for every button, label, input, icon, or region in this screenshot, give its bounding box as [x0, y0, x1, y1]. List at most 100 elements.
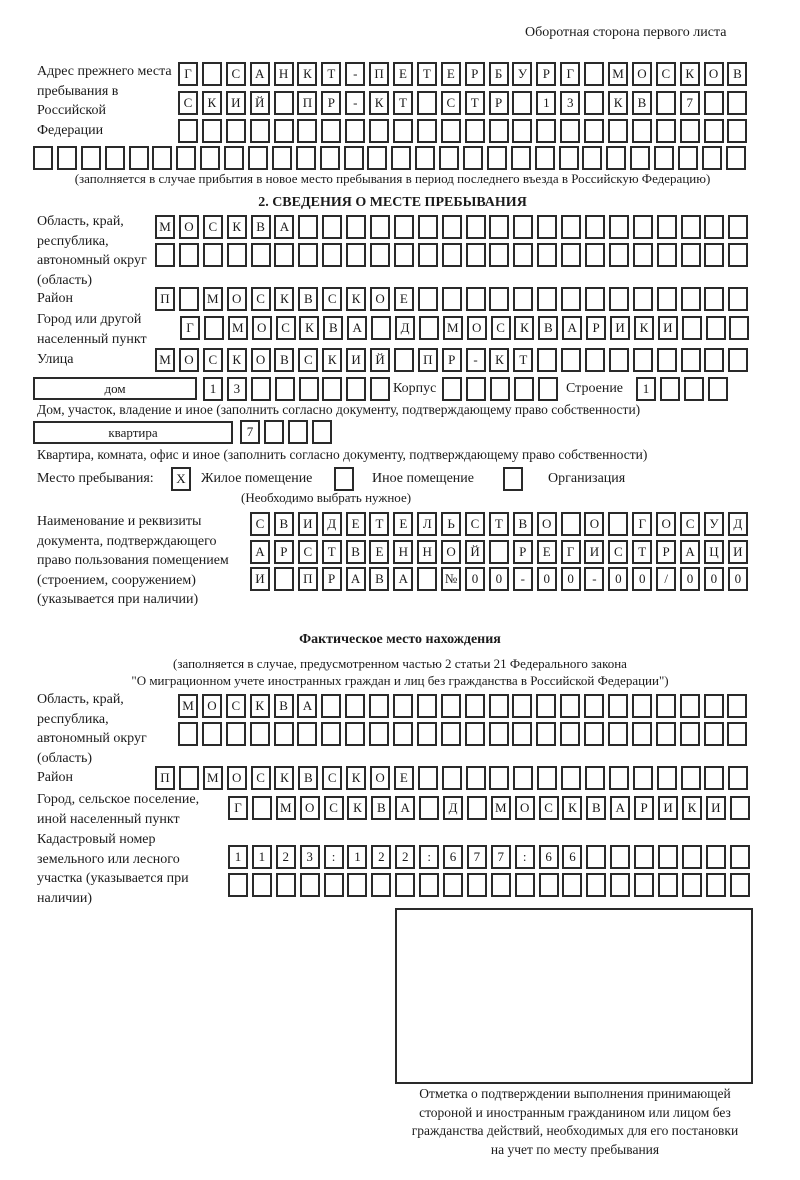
letter-cell[interactable]: И [250, 567, 270, 591]
building-field[interactable]: 1 [636, 377, 732, 401]
letter-cell[interactable]: Т [513, 348, 534, 372]
letter-cell[interactable]: 6 [443, 845, 464, 869]
letter-cell[interactable]: С [465, 512, 486, 536]
letter-cell[interactable] [489, 287, 510, 311]
letter-cell[interactable]: М [178, 694, 198, 718]
letter-cell[interactable] [441, 287, 462, 311]
letter-cell[interactable] [704, 766, 725, 790]
letter-cell[interactable] [464, 722, 485, 746]
letter-cell[interactable] [417, 215, 438, 239]
letter-cell[interactable]: Т [632, 540, 653, 564]
letter-cell[interactable]: С [250, 287, 271, 311]
letter-cell[interactable] [634, 845, 655, 869]
letter-cell[interactable]: 6 [538, 845, 559, 869]
letter-cell[interactable]: В [250, 215, 271, 239]
letter-cell[interactable] [725, 146, 746, 170]
document-row-3[interactable]: И П Р А В А № 0 0-0 0-0 0/0 0 0 [250, 567, 752, 591]
letter-cell[interactable] [466, 796, 487, 820]
letter-cell[interactable] [228, 873, 248, 897]
letter-cell[interactable]: П [297, 567, 318, 591]
letter-cell[interactable]: С [298, 348, 319, 372]
letter-cell[interactable] [319, 146, 340, 170]
letter-cell[interactable] [418, 316, 439, 340]
letter-cell[interactable]: Р [586, 316, 607, 340]
letter-cell[interactable] [610, 873, 631, 897]
letter-cell[interactable]: Т [369, 512, 390, 536]
letter-cell[interactable]: 0 [632, 567, 653, 591]
letter-cell[interactable]: О [178, 215, 199, 239]
letter-cell[interactable]: С [250, 512, 270, 536]
letter-cell[interactable] [104, 146, 125, 170]
letter-cell[interactable]: 1 [228, 845, 248, 869]
letter-cell[interactable] [705, 316, 726, 340]
letter-cell[interactable]: А [393, 567, 414, 591]
letter-cell[interactable]: О [703, 62, 724, 86]
letter-cell[interactable]: О [226, 766, 247, 790]
letter-cell[interactable]: 0 [680, 567, 701, 591]
letter-cell[interactable] [439, 146, 460, 170]
letter-cell[interactable] [369, 722, 390, 746]
letter-cell[interactable] [393, 722, 414, 746]
letter-cell[interactable] [707, 377, 728, 401]
letter-cell[interactable] [311, 420, 332, 444]
letter-cell[interactable]: 0 [727, 567, 748, 591]
letter-cell[interactable] [560, 722, 581, 746]
letter-cell[interactable] [728, 243, 749, 267]
letter-cell[interactable] [322, 215, 343, 239]
letter-cell[interactable]: К [299, 316, 320, 340]
letter-cell[interactable] [287, 420, 308, 444]
letter-cell[interactable] [489, 766, 510, 790]
letter-cell[interactable] [274, 243, 295, 267]
letter-cell[interactable]: В [371, 796, 392, 820]
letter-cell[interactable]: Р [321, 567, 342, 591]
letter-cell[interactable] [558, 146, 579, 170]
letter-cell[interactable] [417, 287, 438, 311]
letter-cell[interactable] [263, 420, 284, 444]
letter-cell[interactable]: 1 [251, 845, 272, 869]
letter-cell[interactable]: - [512, 567, 533, 591]
letter-cell[interactable] [346, 243, 367, 267]
letter-cell[interactable] [681, 873, 702, 897]
letter-cell[interactable]: Г [560, 62, 581, 86]
letter-cell[interactable] [608, 722, 629, 746]
letter-cell[interactable]: С [202, 215, 223, 239]
letter-cell[interactable] [537, 377, 558, 401]
letter-cell[interactable]: А [250, 540, 270, 564]
letter-cell[interactable] [489, 215, 510, 239]
letter-cell[interactable] [658, 873, 679, 897]
letter-cell[interactable] [513, 377, 534, 401]
letter-cell[interactable] [178, 722, 198, 746]
letter-cell[interactable] [537, 766, 558, 790]
letter-cell[interactable]: Н [273, 62, 294, 86]
letter-cell[interactable]: А [610, 796, 631, 820]
letter-cell[interactable] [416, 119, 437, 143]
letter-cell[interactable] [297, 119, 318, 143]
letter-cell[interactable] [178, 766, 199, 790]
letter-cell[interactable] [370, 215, 391, 239]
letter-cell[interactable]: К [226, 215, 247, 239]
letter-cell[interactable]: С [225, 62, 246, 86]
letter-cell[interactable] [656, 348, 677, 372]
letter-cell[interactable] [128, 146, 149, 170]
letter-cell[interactable] [632, 215, 653, 239]
letter-cell[interactable] [727, 722, 748, 746]
letter-cell[interactable] [416, 694, 437, 718]
letter-cell[interactable]: Л [417, 512, 438, 536]
letter-cell[interactable]: Р [441, 348, 462, 372]
letter-cell[interactable]: В [345, 540, 366, 564]
apartment-number-field[interactable]: 7 [240, 420, 336, 444]
letter-cell[interactable]: С [680, 512, 701, 536]
letter-cell[interactable] [299, 873, 320, 897]
letter-cell[interactable]: Ц [703, 540, 724, 564]
letter-cell[interactable]: 0 [488, 567, 509, 591]
letter-cell[interactable]: С [608, 540, 629, 564]
letter-cell[interactable]: Д [321, 512, 342, 536]
letter-cell[interactable]: 3 [560, 91, 581, 115]
letter-cell[interactable] [560, 694, 581, 718]
letter-cell[interactable] [608, 119, 629, 143]
letter-cell[interactable] [248, 146, 269, 170]
